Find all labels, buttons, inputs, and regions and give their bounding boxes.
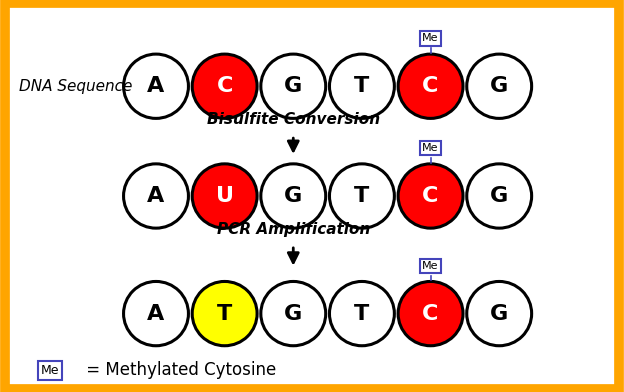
Text: T: T <box>217 303 232 324</box>
Ellipse shape <box>261 54 326 118</box>
Ellipse shape <box>467 54 532 118</box>
Ellipse shape <box>329 281 394 346</box>
Text: T: T <box>354 76 369 96</box>
Text: G: G <box>284 76 303 96</box>
Text: Bisulfite Conversion: Bisulfite Conversion <box>207 113 380 127</box>
Ellipse shape <box>192 164 257 228</box>
Text: G: G <box>490 186 509 206</box>
Text: C: C <box>217 76 233 96</box>
Text: G: G <box>490 303 509 324</box>
Text: G: G <box>490 76 509 96</box>
Ellipse shape <box>261 164 326 228</box>
Text: G: G <box>284 303 303 324</box>
Text: A: A <box>147 76 165 96</box>
Text: C: C <box>422 186 439 206</box>
Text: Me: Me <box>41 364 59 377</box>
Text: DNA Sequence: DNA Sequence <box>19 79 132 94</box>
Ellipse shape <box>329 54 394 118</box>
Text: Me: Me <box>422 261 439 271</box>
Ellipse shape <box>124 164 188 228</box>
Ellipse shape <box>398 54 463 118</box>
Text: T: T <box>354 303 369 324</box>
Text: Me: Me <box>422 33 439 44</box>
Ellipse shape <box>261 281 326 346</box>
Text: Me: Me <box>422 143 439 153</box>
Ellipse shape <box>398 164 463 228</box>
Ellipse shape <box>329 164 394 228</box>
Ellipse shape <box>124 281 188 346</box>
Text: A: A <box>147 186 165 206</box>
Ellipse shape <box>192 54 257 118</box>
Ellipse shape <box>398 281 463 346</box>
Text: A: A <box>147 303 165 324</box>
Text: = Methylated Cytosine: = Methylated Cytosine <box>81 361 276 379</box>
Ellipse shape <box>192 281 257 346</box>
Text: U: U <box>216 186 233 206</box>
Ellipse shape <box>124 54 188 118</box>
Ellipse shape <box>467 281 532 346</box>
Ellipse shape <box>467 164 532 228</box>
Text: C: C <box>422 76 439 96</box>
Text: PCR Amplification: PCR Amplification <box>217 222 370 237</box>
Text: T: T <box>354 186 369 206</box>
Text: C: C <box>422 303 439 324</box>
Text: G: G <box>284 186 303 206</box>
